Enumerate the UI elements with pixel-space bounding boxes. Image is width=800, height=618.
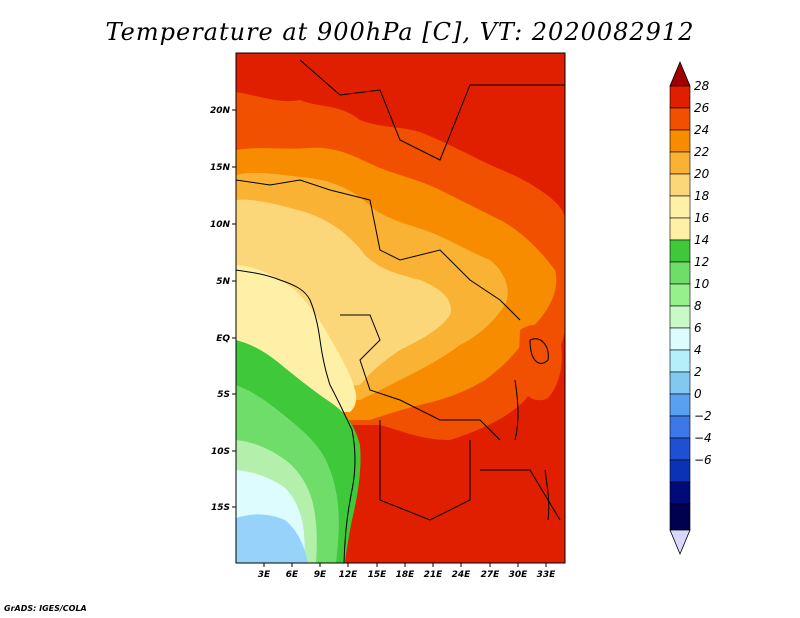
colorbar-label: 16 — [694, 211, 710, 225]
colorbar-swatch — [669, 503, 691, 531]
lake-malawi — [544, 469, 550, 521]
colorbar-swatch — [669, 327, 691, 351]
lake-victoria — [529, 338, 549, 364]
lon-ticks: 3E 6E 9E 12E 15E 18E 21E 24E 27E 30E 33E — [258, 563, 556, 580]
colorbar-label: −2 — [694, 409, 712, 423]
colorbar-swatch — [669, 349, 691, 373]
colorbar-swatch — [669, 195, 691, 219]
border-3 — [340, 314, 501, 441]
colorbar-bottom-arrow — [669, 529, 691, 556]
lon-tick-label: 27E — [481, 570, 501, 580]
border-1 — [299, 59, 565, 161]
colorbar-label: −6 — [694, 453, 712, 467]
map-title: Temperature at 900hPa [C], VT: 202008291… — [105, 18, 695, 46]
colorbar-swatch — [669, 217, 691, 241]
border-5 — [480, 469, 561, 521]
lat-tick-label: 15N — [210, 163, 231, 173]
colorbar-label: 4 — [694, 343, 702, 357]
colorbar-swatch — [669, 239, 691, 263]
colorbar-label: 28 — [694, 79, 710, 93]
lat-tick-label: 10N — [210, 220, 231, 230]
colorbar-label: 14 — [694, 233, 709, 247]
colorbar-label: 26 — [694, 101, 710, 115]
zone-light-blue — [236, 514, 308, 563]
colorbar-swatch — [669, 459, 691, 483]
zone-east-highland — [518, 324, 562, 401]
colorbar-swatch — [669, 261, 691, 285]
colorbar-label: 18 — [694, 189, 710, 203]
colorbar-swatch — [669, 437, 691, 461]
colorbar: 28 26 24 22 20 18 16 14 12 10 8 6 4 2 0 … — [669, 60, 712, 556]
colorbar-label: 6 — [694, 321, 702, 335]
border-2 — [236, 179, 521, 321]
map-frame — [235, 52, 566, 564]
colorbar-swatch — [669, 393, 691, 417]
colorbar-swatch — [669, 107, 691, 131]
colorbar-label: 0 — [694, 387, 702, 401]
colorbar-label: −4 — [694, 431, 712, 445]
colorbar-swatch — [669, 129, 691, 153]
colorbar-label: 10 — [694, 277, 710, 291]
border-4 — [379, 420, 471, 521]
lon-tick-label: 9E — [314, 570, 327, 580]
colorbar-label: 22 — [694, 145, 709, 159]
lat-tick-label: 15S — [211, 503, 230, 513]
colorbar-swatch — [669, 415, 691, 439]
colorbar-label: 12 — [694, 255, 709, 269]
zone-angola-hot — [363, 436, 565, 563]
lat-tick-label: 20N — [210, 106, 231, 116]
colorbar-label: 20 — [694, 167, 710, 181]
lon-tick-label: 3E — [258, 570, 271, 580]
colorbar-label: 24 — [694, 123, 709, 137]
lat-tick-label: EQ — [216, 334, 230, 344]
colorbar-swatch — [669, 283, 691, 307]
lon-tick-label: 30E — [509, 570, 529, 580]
lon-tick-label: 21E — [424, 570, 444, 580]
lon-tick-label: 6E — [286, 570, 299, 580]
colorbar-swatch — [669, 481, 691, 505]
lon-tick-label: 12E — [339, 570, 359, 580]
colorbar-swatch — [669, 173, 691, 197]
lon-tick-label: 24E — [452, 570, 472, 580]
temperature-field — [236, 53, 565, 563]
lon-tick-label: 33E — [537, 570, 557, 580]
lat-tick-label: 5S — [217, 390, 230, 400]
colorbar-swatch — [669, 305, 691, 329]
credit-text: GrADS: IGES/COLA — [4, 604, 87, 613]
colorbar-label: 8 — [694, 299, 702, 313]
coastline — [236, 269, 356, 563]
colorbar-top-arrow — [669, 60, 691, 87]
lat-tick-label: 5N — [216, 277, 230, 287]
lake-tanganyika — [514, 379, 519, 441]
colorbar-swatch — [669, 371, 691, 395]
colorbar-swatch — [669, 85, 691, 109]
lon-tick-label: 18E — [396, 570, 416, 580]
lat-tick-label: 10S — [211, 447, 230, 457]
colorbar-swatch — [669, 151, 691, 175]
colorbar-label: 2 — [694, 365, 702, 379]
lat-ticks: 20N 15N 10N 5N EQ 5S 10S 15S — [210, 106, 236, 513]
lon-tick-label: 15E — [368, 570, 388, 580]
